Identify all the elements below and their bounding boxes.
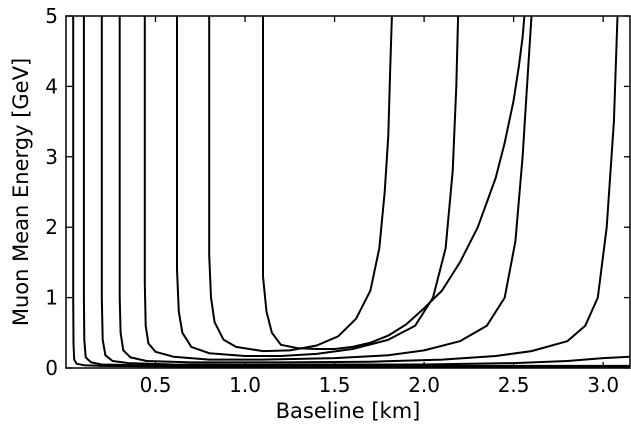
series-line-5	[143, 16, 533, 361]
x-tick-label: 2.5	[498, 373, 530, 397]
plot-frame	[65, 15, 631, 369]
x-tick-label: 1.5	[319, 373, 351, 397]
x-tick-label: 0.5	[140, 373, 172, 397]
y-tick-label: 4	[45, 74, 58, 98]
x-tick-label: 3.0	[587, 373, 619, 397]
series-line-3	[100, 16, 630, 366]
y-tick-label: 3	[45, 145, 58, 169]
series-line-1	[72, 16, 630, 368]
series-line-4	[118, 16, 619, 364]
y-axis-label: Muon Mean Energy [GeV]	[9, 58, 33, 326]
x-axis-label: Baseline [km]	[276, 399, 421, 423]
y-tick-label: 0	[45, 356, 58, 380]
y-tick-label: 1	[45, 286, 58, 310]
series-line-2	[82, 16, 630, 367]
x-tick-label: 1.0	[229, 373, 261, 397]
y-tick-label: 5	[45, 4, 58, 28]
y-tick-label: 2	[45, 215, 58, 239]
series-line-8	[262, 16, 526, 350]
series-line-7	[208, 16, 393, 353]
x-tick-label: 2.0	[408, 373, 440, 397]
series-line-6	[176, 16, 460, 357]
curves-group	[72, 16, 630, 368]
ticks-group: 0.5 1.0 1.5 2.0 2.5 3.0 0 1 2 3 4 5	[45, 4, 630, 397]
